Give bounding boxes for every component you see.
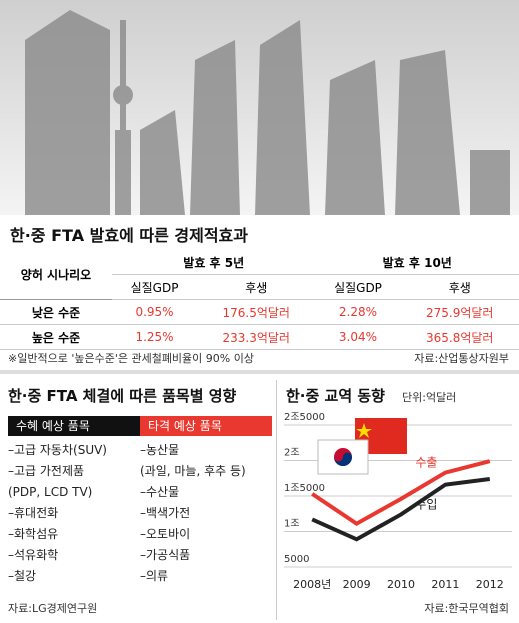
- title: 한·중 FTA 발효에 따른 경제적효과: [10, 226, 248, 245]
- list-item: –가공식품: [140, 548, 191, 562]
- list-item: –화학섬유: [8, 527, 59, 541]
- list-item: –철강: [8, 569, 37, 583]
- table-cell: 낮은 수준: [0, 299, 112, 325]
- table-source: 자료:산업통상자원부: [414, 352, 509, 365]
- x-tick-label: 2008년: [293, 578, 331, 591]
- impact-source: 자료:LG경제연구원: [8, 602, 98, 615]
- table-cell: 3.04%: [315, 324, 401, 350]
- x-tick-label: 2010: [387, 578, 415, 591]
- list-item: –의류: [140, 569, 169, 583]
- table-header-cell: 후생: [400, 274, 519, 300]
- y-tick-label: 2조5000: [284, 412, 325, 423]
- benefit-header: 수혜 예상 품목: [8, 416, 140, 436]
- list-item: (PDP, LCD TV): [8, 485, 93, 499]
- table-header-cell: 발효 후 10년: [315, 250, 519, 275]
- table-header-cell: 후생: [197, 274, 316, 300]
- chart-unit: 단위:억달러: [402, 391, 457, 404]
- table-note: ※일반적으로 '높은수준'은 관세철폐비율이 90% 이상: [8, 352, 254, 365]
- series-line: [311, 459, 491, 527]
- x-tick-label: 2011: [431, 578, 459, 591]
- table-cell: 높은 수준: [0, 324, 112, 350]
- divider: [0, 370, 519, 374]
- table-cell: 275.9억달러: [400, 299, 519, 325]
- table-cell: 365.8억달러: [400, 324, 519, 350]
- table-header-cell: 실질GDP: [112, 274, 198, 300]
- y-tick-label: 1조5000: [284, 483, 325, 494]
- list-item: –석유화학: [8, 548, 59, 562]
- table-header-cell: 발효 후 5년: [112, 250, 316, 275]
- list-item: –휴대전화: [8, 506, 59, 520]
- benefit-list: –고급 자동차(SUV) –고급 가전제품 (PDP, LCD TV) –휴대전화 –화…: [8, 440, 107, 587]
- table-header-cell: 실질GDP: [315, 274, 401, 300]
- series-label: 수출: [415, 456, 437, 470]
- list-item: –고급 자동차(SUV): [8, 443, 107, 457]
- list-item: (과일, 마늘, 후추 등): [140, 464, 246, 478]
- divider: [276, 380, 277, 620]
- y-tick-label: 5000: [284, 554, 309, 565]
- list-item: –오토바이: [140, 527, 191, 541]
- table-cell: 1.25%: [112, 324, 198, 350]
- harm-list: –농산물 (과일, 마늘, 후추 등) –수산물 –백색가전 –오토바이 –가공식품 –의류: [140, 440, 246, 587]
- table-header: 양허 시나리오 발효 후 5년 발효 후 10년: [0, 250, 519, 300]
- x-tick-label: 2009: [343, 578, 371, 591]
- list-item: –고급 가전제품: [8, 464, 85, 478]
- list-item: –백색가전: [140, 506, 191, 520]
- flag-circle: [334, 452, 352, 466]
- x-tick-label: 2012: [476, 578, 504, 591]
- impact-title: 한·중 FTA 체결에 따른 품목별 영향: [8, 387, 237, 405]
- list-item: –수산물: [140, 485, 180, 499]
- table-cell: 233.3억달러: [197, 324, 316, 350]
- skyline-photo: [0, 0, 519, 215]
- table-header-cell: 양허 시나리오: [0, 250, 112, 300]
- series-label: 수입: [415, 498, 437, 512]
- table-cell: 0.95%: [112, 299, 198, 325]
- chart-title: 한·중 교역 동향: [286, 387, 385, 405]
- list-item: –농산물: [140, 443, 180, 457]
- table-cell: 176.5억달러: [197, 299, 316, 325]
- chart-source: 자료:한국무역협회: [424, 602, 509, 615]
- table-cell: 2.28%: [315, 299, 401, 325]
- effect-table: 양허 시나리오 발효 후 5년 발효 후 10년 실질GDP 후생 실질GDP …: [0, 250, 519, 350]
- y-tick-label: 2조: [284, 448, 300, 459]
- harm-header: 타격 예상 품목: [140, 416, 272, 436]
- flag-star: [356, 423, 372, 438]
- series-line: [311, 476, 491, 542]
- y-tick-label: 1조: [284, 519, 300, 530]
